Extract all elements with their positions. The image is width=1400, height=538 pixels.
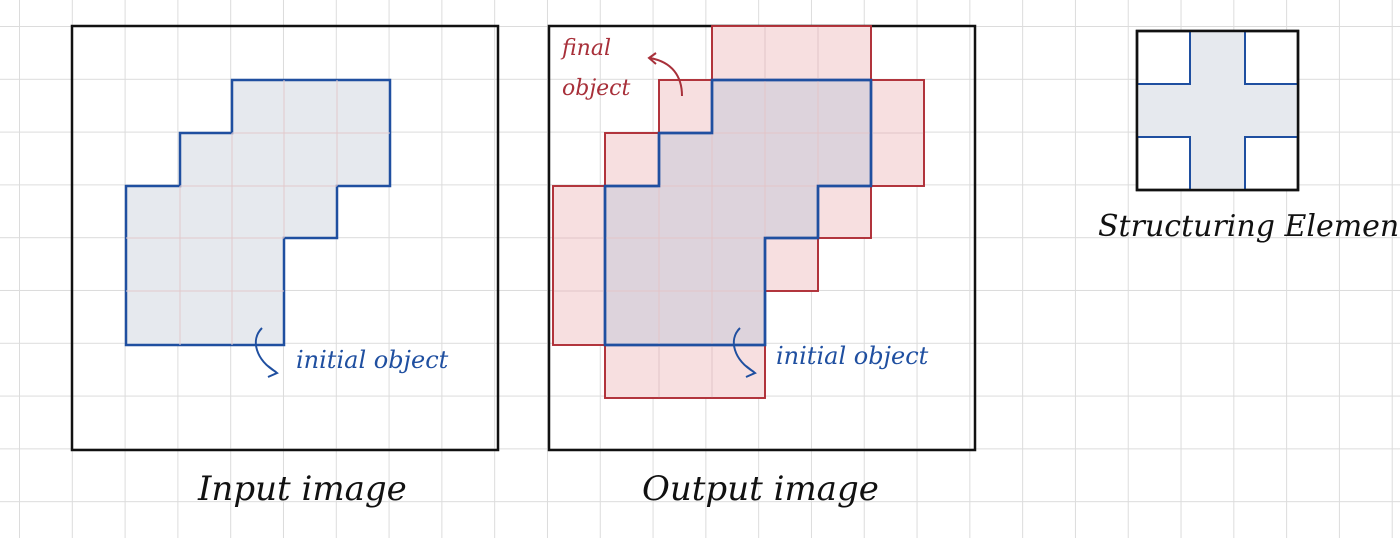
output-initial-object-label: initial object	[776, 342, 929, 370]
input-image-panel: initial object Input image	[70, 24, 500, 509]
final-object-outline	[552, 25, 925, 399]
structuring-element-panel: Structuring Element	[1098, 29, 1400, 244]
final-object-label-line1: final	[560, 36, 611, 61]
input-image-frame	[70, 24, 500, 452]
curved-arrow-icon	[254, 327, 279, 378]
structuring-element-frame-outline	[1135, 29, 1300, 192]
input-initial-object-label: initial object	[296, 346, 449, 374]
curved-arrow-icon	[732, 327, 757, 378]
initial-object-inner-grid	[126, 80, 390, 345]
curved-arrow-icon	[647, 52, 683, 97]
output-image-caption: Output image	[642, 469, 879, 509]
output-image-panel: final object initial object Output image	[547, 24, 977, 509]
final-object-label-line2: object	[562, 76, 630, 101]
structuring-element-caption: Structuring Element	[1098, 209, 1400, 244]
output-initial-object-outline	[603, 78, 873, 347]
input-image-caption: Input image	[197, 469, 407, 509]
initial-object-shape	[124, 78, 392, 347]
